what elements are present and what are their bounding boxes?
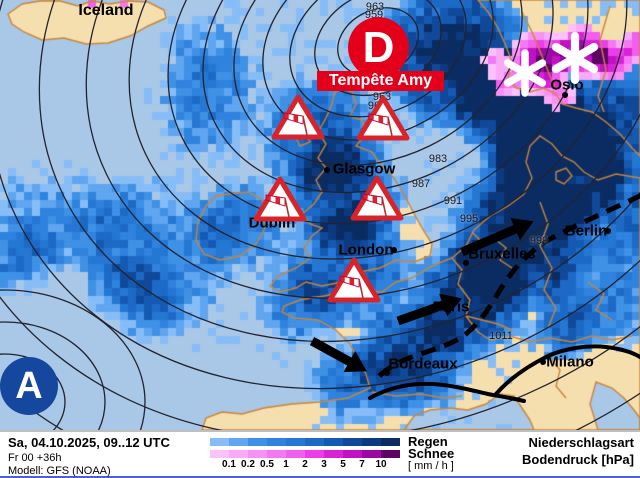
city-dot — [562, 92, 568, 98]
legend-color-segment — [381, 450, 400, 458]
region-label: Iceland — [78, 2, 134, 19]
city-label: Milano — [546, 353, 594, 371]
isobar-lines — [0, 0, 640, 430]
model-info: Sa, 04.10.2025, 09..12 UTC Fr 00 +36h Mo… — [8, 435, 170, 477]
legend-tick-label: 3 — [321, 459, 327, 470]
legend-color-segment — [248, 438, 267, 446]
thick-pressure-lines — [368, 344, 640, 403]
isobar-value-label: 999 — [529, 235, 549, 247]
map-type-title: Niederschlagsart Bodendruck [hPa] — [522, 435, 634, 467]
city-dot — [605, 228, 611, 234]
city-dot — [384, 370, 390, 376]
isobar-value-label: 991 — [443, 195, 463, 207]
city-dot — [391, 247, 397, 253]
motion-arrow-icon — [460, 218, 534, 257]
legend-color-segment — [343, 450, 362, 458]
legend-tick-label: 7 — [359, 459, 365, 470]
precip-type-title: Niederschlagsart — [528, 435, 635, 450]
snow-color-scale — [210, 450, 400, 458]
alps-line — [494, 344, 640, 396]
legend-color-segment — [229, 450, 248, 458]
snow-label: Schnee — [408, 446, 455, 461]
wind-warning-icon — [353, 178, 401, 218]
city-label: Bruxelles — [468, 245, 536, 263]
isobar-value-label: 963 — [365, 1, 385, 13]
wind-warning-icon — [359, 98, 407, 138]
isobar-value-label: 987 — [411, 178, 431, 190]
wind-warning-icon — [330, 260, 378, 300]
legend-tick-label: 10 — [375, 459, 387, 470]
symbols-layer — [0, 0, 640, 373]
legend-color-segment — [362, 450, 381, 458]
legend-color-segment — [267, 450, 286, 458]
city-dot — [324, 167, 330, 173]
legend-color-segment — [210, 450, 229, 458]
low-pressure-marker: D — [348, 17, 409, 78]
wind-warning-icon — [274, 97, 322, 137]
model-text: Modell: GFS (NOAA) — [8, 465, 111, 477]
motion-arrow-icon — [396, 293, 463, 326]
legend-tick-label: 0.5 — [260, 459, 274, 470]
forecast-map: Iceland Glasgow Dublin London Bruxelles Berli… — [0, 0, 640, 430]
isobar-layer — [0, 0, 640, 430]
cold-front-dashed-line — [372, 193, 640, 384]
legend-color-segment — [343, 438, 362, 446]
legend-color-segment — [381, 438, 400, 446]
legend-color-segment — [286, 450, 305, 458]
legend-color-segment — [267, 438, 286, 446]
pressure-title: Bodendruck [hPa] — [522, 452, 634, 467]
snowflake-icon — [508, 53, 543, 93]
legend-color-segment — [229, 438, 248, 446]
isobar-value-label: 1011 — [489, 330, 513, 342]
rain-color-scale — [210, 438, 400, 446]
wind-warning-icon — [256, 179, 304, 219]
city-label: Bordeaux — [388, 355, 458, 373]
legend-color-segment — [324, 450, 343, 458]
storm-name-label: Tempête Amy — [317, 71, 444, 91]
legend-tick-label: 1 — [283, 459, 289, 470]
legend-unit: [ mm / h ] — [408, 460, 454, 472]
legend-tick-label: 0.2 — [241, 459, 255, 470]
legend-tick-label: 0.1 — [222, 459, 236, 470]
high-pressure-marker: A — [0, 357, 58, 415]
valid-time-text: Sa, 04.10.2025, 09..12 UTC — [8, 435, 170, 450]
precipitation-legend: 0.1 0.2 0.5 1 2 3 5 7 10 Regen Schnee [ mm / h ] — [210, 432, 454, 476]
rain-label: Regen — [408, 434, 448, 449]
legend-color-segment — [324, 438, 343, 446]
motion-arrow-icon — [309, 337, 367, 373]
legend-color-segment — [305, 438, 324, 446]
legend-color-segment — [248, 450, 267, 458]
legend-color-segment — [305, 450, 324, 458]
isobar-value-label: 983 — [428, 153, 448, 165]
isobar-value-label: 995 — [459, 213, 479, 225]
legend-color-segment — [362, 438, 381, 446]
city-dot — [463, 260, 469, 266]
snowflake-icon — [556, 36, 594, 80]
legend-tick-label: 5 — [340, 459, 346, 470]
status-bar: Sa, 04.10.2025, 09..12 UTC Fr 00 +36h Mo… — [0, 430, 640, 478]
run-text: Fr 00 +36h — [8, 452, 62, 464]
city-label: Berlin — [564, 222, 608, 240]
spain-line — [368, 381, 526, 403]
legend-tick-label: 2 — [302, 459, 308, 470]
city-label: London — [338, 241, 394, 259]
legend-color-segment — [210, 438, 229, 446]
city-label: Glasgow — [332, 160, 396, 178]
legend-color-segment — [286, 438, 305, 446]
city-dot — [540, 359, 546, 365]
